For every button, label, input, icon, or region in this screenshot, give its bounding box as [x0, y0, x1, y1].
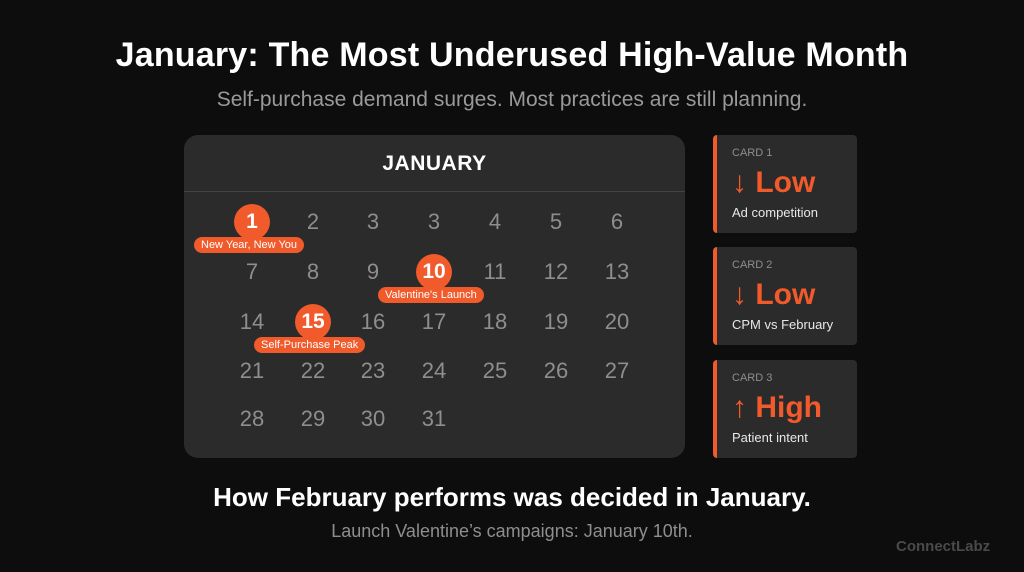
calendar-day: 3 [366, 209, 380, 234]
calendar-day: 1 [234, 204, 270, 240]
card-description: Patient intent [732, 430, 808, 445]
calendar-day: 14 [239, 309, 265, 334]
calendar-day: 22 [300, 358, 326, 383]
calendar-day: 17 [421, 309, 447, 334]
card-value: ↑ High [732, 391, 822, 424]
calendar-day: 15 [295, 304, 331, 340]
calendar-day: 5 [549, 209, 563, 234]
calendar-day: 11 [483, 259, 507, 284]
calendar-day: 12 [543, 259, 569, 284]
page-title: January: The Most Underused High-Value M… [115, 36, 909, 74]
footer-title: How February performs was decided in Jan… [213, 482, 811, 512]
calendar-day: 27 [604, 358, 630, 383]
card-value: ↓ Low [732, 166, 816, 199]
calendar-day: 4 [488, 209, 502, 234]
calendar-day: 18 [482, 309, 508, 334]
calendar-day: 19 [543, 309, 569, 334]
calendar-day: 28 [239, 406, 265, 431]
calendar-day: 29 [300, 406, 326, 431]
calendar-day: 23 [360, 358, 386, 383]
calendar-day: 7 [245, 259, 259, 284]
calendar: JANUARY 1 2 3 3 4 5 6 7 8 9 10 11 12 13 … [184, 135, 685, 458]
footer-subtitle: Launch Valentine’s campaigns: January 10… [331, 521, 693, 541]
calendar-day: 25 [482, 358, 508, 383]
event-label-self-purchase-peak: Self-Purchase Peak [254, 337, 366, 353]
card-label: CARD 3 [732, 372, 773, 384]
stat-card-cpm: CARD 2 ↓ Low CPM vs February [713, 247, 857, 345]
event-label-valentines-launch: Valentine's Launch [378, 287, 484, 303]
calendar-day: 26 [543, 358, 569, 383]
calendar-day: 13 [604, 259, 630, 284]
card-description: CPM vs February [732, 317, 834, 332]
card-value: ↓ Low [732, 278, 816, 311]
calendar-month-header: JANUARY [184, 135, 685, 192]
calendar-day: 3 [427, 209, 441, 234]
calendar-day: 20 [604, 309, 630, 334]
event-label-new-year: New Year, New You [194, 237, 305, 253]
calendar-day: 31 [421, 406, 447, 431]
calendar-day: 6 [610, 209, 624, 234]
calendar-day: 9 [366, 259, 380, 284]
stat-card-ad-competition: CARD 1 ↓ Low Ad competition [713, 135, 857, 233]
card-description: Ad competition [732, 205, 818, 220]
brand-logo-text: ConnectLabz [896, 538, 991, 555]
card-label: CARD 2 [732, 259, 773, 271]
calendar-day: 24 [421, 358, 447, 383]
calendar-day: 30 [360, 406, 386, 431]
calendar-day: 16 [360, 309, 386, 334]
calendar-day: 21 [239, 358, 265, 383]
calendar-day: 2 [306, 209, 320, 234]
card-label: CARD 1 [732, 147, 773, 159]
page-subtitle: Self-purchase demand surges. Most practi… [216, 88, 808, 111]
calendar-day: 8 [306, 259, 320, 284]
stat-card-patient-intent: CARD 3 ↑ High Patient intent [713, 360, 857, 458]
calendar-day: 10 [416, 254, 452, 290]
